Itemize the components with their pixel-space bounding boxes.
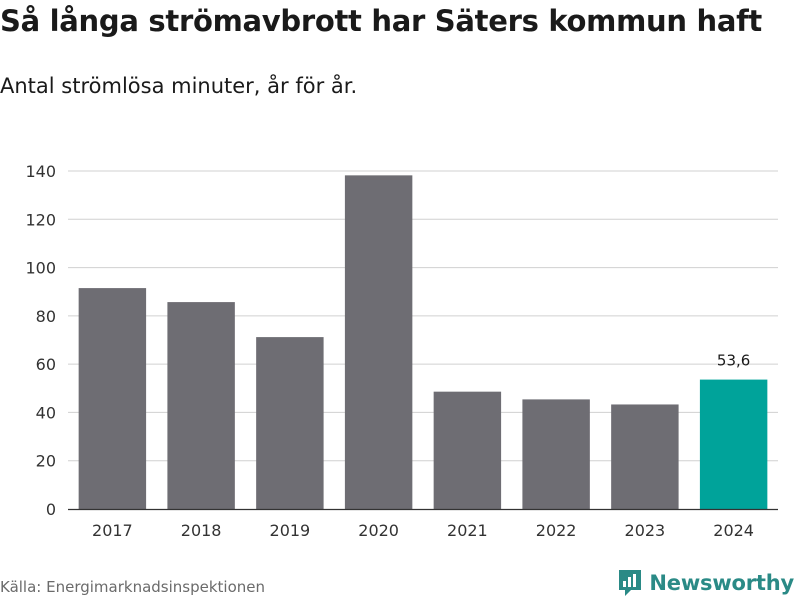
bar-2022 <box>522 399 590 509</box>
bars <box>78 175 768 510</box>
y-tick-label-140: 140 <box>25 162 56 181</box>
y-tick-label-0: 0 <box>46 500 56 519</box>
x-tick-label-2023: 2023 <box>625 521 666 540</box>
bar-2017 <box>78 288 147 509</box>
bar-2023 <box>611 404 679 509</box>
bar-2018 <box>167 302 235 509</box>
y-tick-label-60: 60 <box>36 355 56 374</box>
chart-title: Så långa strömavbrott har Säters kommun … <box>0 4 762 38</box>
data-label-2024: 53,6 <box>717 352 750 370</box>
x-axis-ticks: 2017 2018 2019 2020 2021 2022 2023 2024 <box>92 521 754 540</box>
x-tick-label-2018: 2018 <box>181 521 222 540</box>
chart-subtitle: Antal strömlösa minuter, år för år. <box>0 74 358 98</box>
bar-2024 <box>699 379 768 509</box>
x-tick-label-2020: 2020 <box>358 521 399 540</box>
y-tick-label-100: 100 <box>25 259 56 278</box>
bar-2020 <box>344 175 413 510</box>
brand-logo: Newsworthy <box>617 568 794 598</box>
newsworthy-logo-icon <box>619 570 642 596</box>
y-tick-label-120: 120 <box>25 210 56 229</box>
y-tick-label-40: 40 <box>36 403 56 422</box>
x-tick-label-2017: 2017 <box>92 521 133 540</box>
x-tick-label-2024: 2024 <box>713 521 754 540</box>
source-note: Källa: Energimarknadsinspektionen <box>0 578 266 596</box>
bar-2019 <box>256 337 324 509</box>
y-tick-label-80: 80 <box>36 307 56 326</box>
x-tick-label-2021: 2021 <box>447 521 488 540</box>
y-tick-label-20: 20 <box>36 452 56 471</box>
x-tick-label-2019: 2019 <box>270 521 311 540</box>
x-tick-label-2022: 2022 <box>536 521 577 540</box>
bar-2021 <box>433 391 502 509</box>
brand-name: Newsworthy <box>649 571 794 595</box>
bar-chart: 0 20 40 60 80 100 120 140 53,6 2017 2018 2019 2020… <box>25 162 778 540</box>
data-labels: 53,6 <box>717 352 750 370</box>
y-axis-ticks: 0 20 40 60 80 100 120 140 <box>25 162 56 519</box>
